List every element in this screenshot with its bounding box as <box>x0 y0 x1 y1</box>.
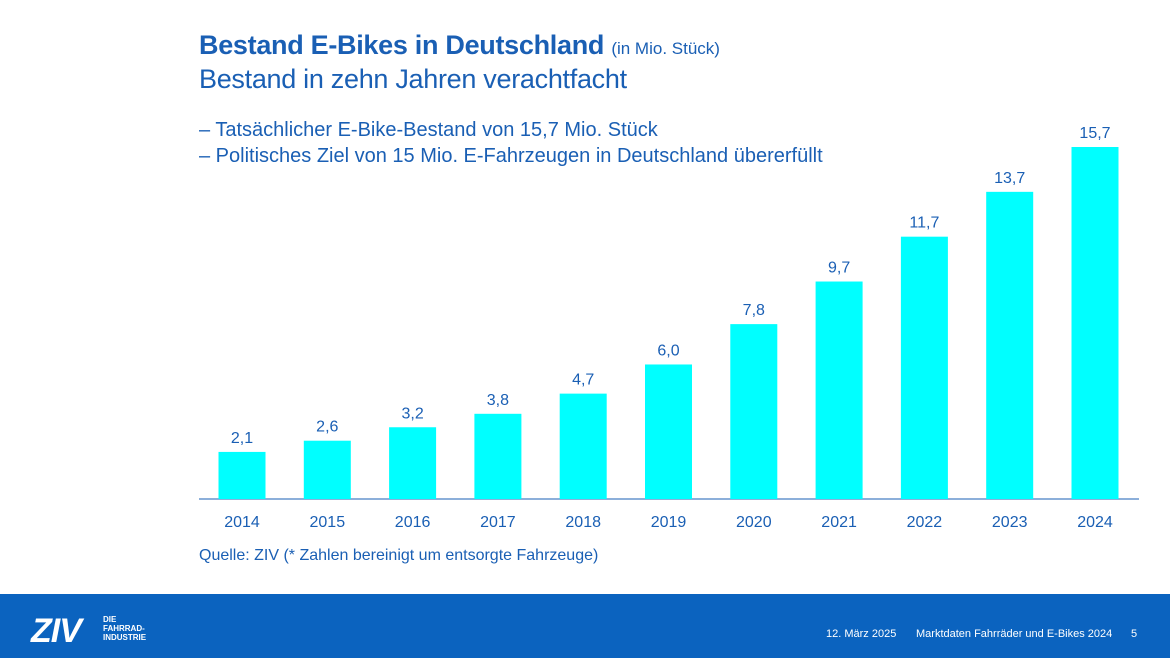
data-label: 6,0 <box>657 342 679 359</box>
bar-chart: 2,1 2014 2,6 2015 3,2 2016 3,8 2017 4,7 2018 6,0 20… <box>199 125 1139 531</box>
data-label: 7,8 <box>743 302 765 319</box>
bullet-item: – Politisches Ziel von 15 Mio. E-Fahrzeu… <box>199 145 823 167</box>
data-label: 2,1 <box>231 430 253 447</box>
bar-2020 <box>730 324 778 499</box>
x-tick-label: 2015 <box>310 514 346 531</box>
bullet-list: – Tatsächlicher E-Bike-Bestand von 15,7 … <box>199 117 823 169</box>
logo-subtext-line: DIE <box>103 615 117 624</box>
title-text: Bestand E-Bikes in Deutschland <box>199 30 605 60</box>
footer-date: 12. März 2025 <box>826 628 897 640</box>
logo-subtext-line: INDUSTRIE <box>103 633 147 642</box>
bar-2023 <box>986 191 1034 499</box>
ziv-logo: ZIV <box>31 612 82 650</box>
x-tick-label: 2014 <box>224 514 260 531</box>
x-tick-label: 2016 <box>395 514 431 531</box>
data-label: 15,7 <box>1079 125 1110 142</box>
x-tick-label: 2018 <box>565 514 601 531</box>
data-label: 3,2 <box>401 405 423 422</box>
bar-2017 <box>474 413 522 499</box>
bar-2022 <box>900 236 948 500</box>
data-label: 9,7 <box>828 260 850 277</box>
data-label: 11,7 <box>909 215 939 232</box>
bar-2014 <box>218 451 266 499</box>
title-unit: (in Mio. Stück) <box>611 39 720 58</box>
x-tick-label: 2017 <box>480 514 516 531</box>
logo-subtext-line: FAHRRAD- <box>103 624 145 633</box>
x-tick-label: 2020 <box>736 514 772 531</box>
footer-bar: ZIV DIE FAHRRAD- INDUSTRIE 12. März 2025… <box>0 594 1170 658</box>
x-tick-label: 2022 <box>907 514 943 531</box>
bar-2016 <box>389 427 437 499</box>
bar-2021 <box>815 281 863 499</box>
source-note: Quelle: ZIV (* Zahlen bereinigt um entso… <box>199 547 599 564</box>
logo-subtext: DIE FAHRRAD- INDUSTRIE <box>103 615 146 642</box>
footer-document-title: Marktdaten Fahrräder und E-Bikes 2024 <box>916 628 1113 640</box>
x-tick-label: 2023 <box>992 514 1028 531</box>
x-tick-label: 2021 <box>821 514 857 531</box>
bar-2024 <box>1071 147 1119 499</box>
chart-title: Bestand E-Bikes in Deutschland (in Mio. … <box>199 30 720 61</box>
data-label: 2,6 <box>316 419 338 436</box>
x-tick-label: 2024 <box>1077 514 1113 531</box>
bar-2019 <box>645 364 692 499</box>
data-label: 4,7 <box>572 372 594 389</box>
page-number: 5 <box>1131 628 1138 640</box>
bullet-item: – Tatsächlicher E-Bike-Bestand von 15,7 … <box>199 119 658 141</box>
x-tick-label: 2019 <box>651 514 687 531</box>
bar-2018 <box>559 393 607 499</box>
bar-2015 <box>303 440 351 499</box>
chart-subtitle: Bestand in zehn Jahren verachtfacht <box>199 64 627 94</box>
data-label: 13,7 <box>994 170 1025 187</box>
data-label: 3,8 <box>487 392 509 409</box>
